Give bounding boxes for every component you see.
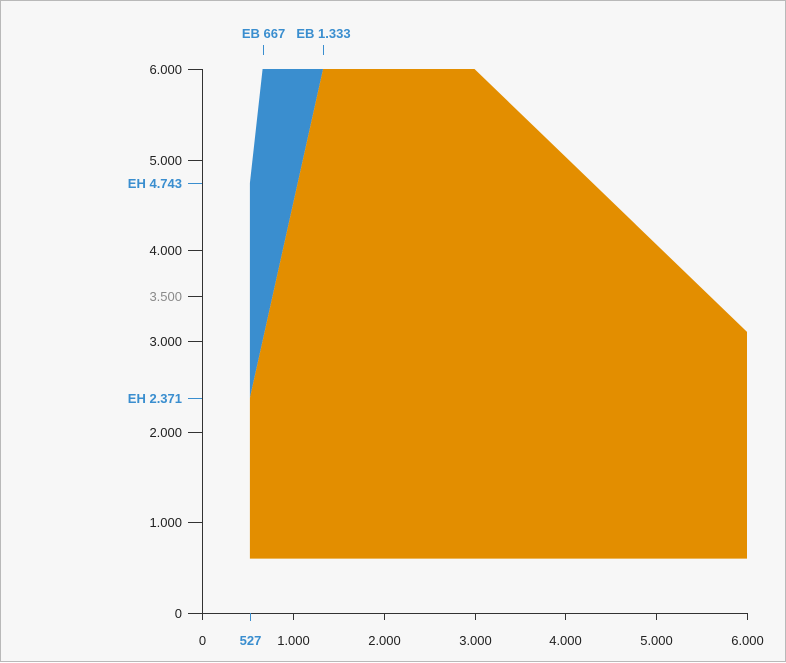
area-series-1	[249, 69, 747, 559]
left-annotation-label-1: EH 2.371	[128, 391, 182, 406]
x-tick-label-0: 0	[199, 633, 206, 648]
top-annotation-label-1: EB 1.333	[296, 26, 350, 41]
y-tick-label-0: 0	[175, 606, 182, 621]
x-axis-ticks: 0 1.000 2.000 3.000 4.000 5.000 6.000	[199, 613, 764, 648]
y-tick-label-1: 1.000	[149, 515, 182, 530]
y-tick-label-7: 6.000	[149, 62, 182, 77]
top-annotation-label-0: EB 667	[242, 26, 285, 41]
x-tick-label-3: 3.000	[459, 633, 492, 648]
annotation-group: EB 667 EB 1.333 EH 4.743 EH 2.371 527	[128, 26, 351, 648]
x-tick-label-4: 4.000	[549, 633, 582, 648]
area-series-group	[249, 69, 747, 559]
y-tick-label-5: 4.000	[149, 243, 182, 258]
left-annotation-label-0: EH 4.743	[128, 176, 182, 191]
x-tick-label-6: 6.000	[731, 633, 764, 648]
y-tick-label-4: 3.500	[149, 289, 182, 304]
x-tick-label-2: 2.000	[368, 633, 401, 648]
bottom-annotation-label-0: 527	[240, 633, 262, 648]
x-tick-label-1: 1.000	[277, 633, 310, 648]
y-tick-label-3: 3.000	[149, 334, 182, 349]
y-tick-label-6: 5.000	[149, 153, 182, 168]
x-tick-label-5: 5.000	[640, 633, 673, 648]
y-axis-ticks: 0 1.000 2.000 3.000 3.500 4.000 5.000 6.000	[149, 62, 202, 621]
y-tick-label-2: 2.000	[149, 425, 182, 440]
